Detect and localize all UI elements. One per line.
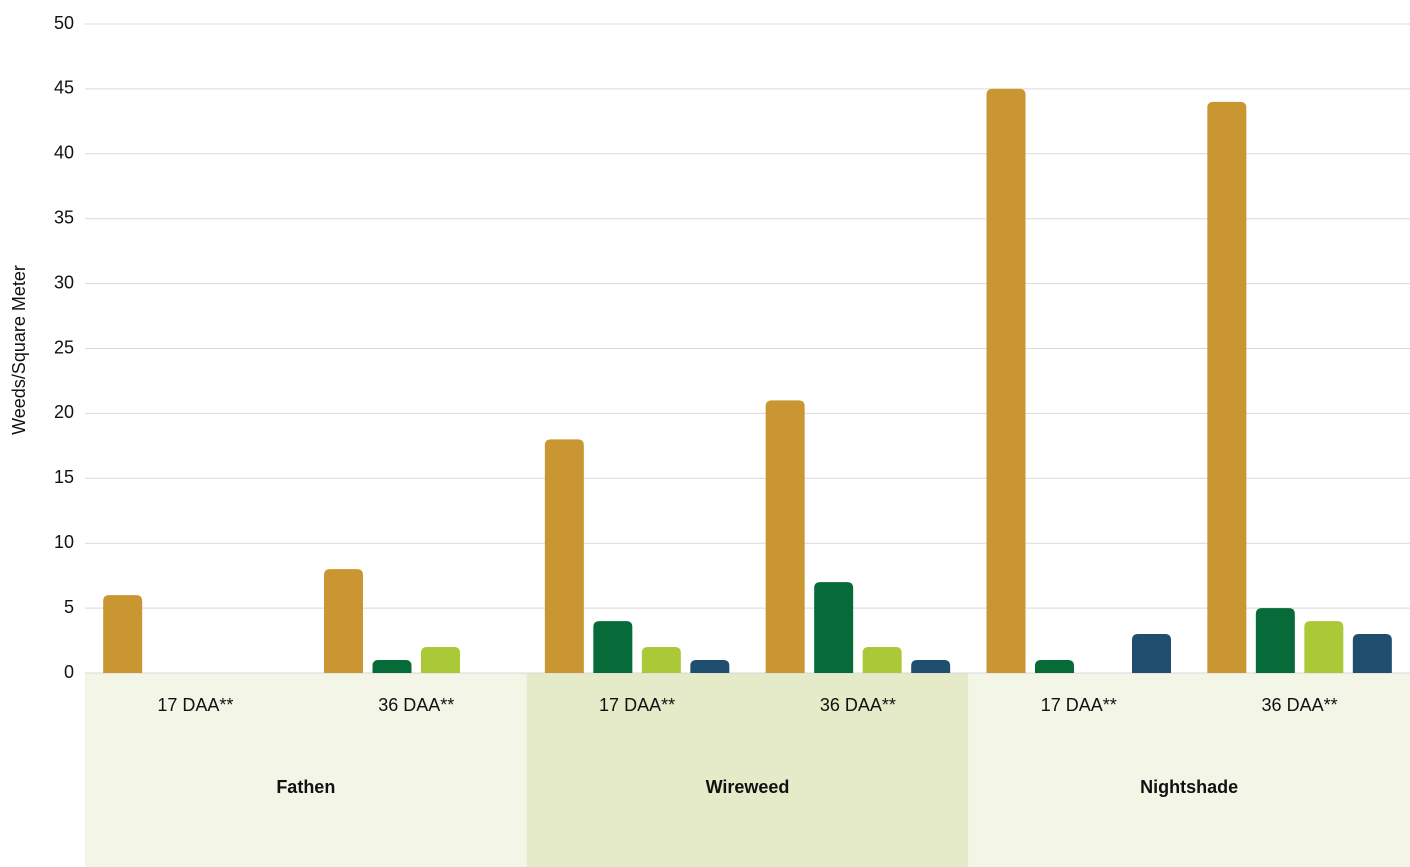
x-tick-label: 36 DAA** bbox=[1262, 695, 1338, 715]
bar bbox=[1352, 634, 1392, 673]
bar bbox=[103, 595, 143, 673]
bar bbox=[372, 660, 412, 673]
y-tick-label: 10 bbox=[54, 532, 74, 552]
y-tick-label: 50 bbox=[54, 13, 74, 33]
y-tick-label: 30 bbox=[54, 272, 74, 292]
x-tick-label: 36 DAA** bbox=[378, 695, 454, 715]
bar bbox=[814, 582, 854, 673]
y-tick-label: 25 bbox=[54, 337, 74, 357]
x-tick-label: 36 DAA** bbox=[820, 695, 896, 715]
y-tick-label: 20 bbox=[54, 402, 74, 422]
bar bbox=[1255, 608, 1295, 673]
y-tick-label: 15 bbox=[54, 467, 74, 487]
group-label: Fathen bbox=[276, 777, 335, 797]
bar bbox=[1304, 621, 1344, 673]
y-tick-label: 35 bbox=[54, 207, 74, 227]
group-band bbox=[526, 673, 969, 867]
bar bbox=[324, 569, 363, 673]
y-axis-title: Weeds/Square Meter bbox=[9, 265, 29, 435]
bar bbox=[911, 660, 951, 673]
bar bbox=[421, 647, 460, 673]
bar bbox=[641, 647, 681, 673]
bar bbox=[1207, 101, 1247, 673]
group-label: Wireweed bbox=[706, 777, 790, 797]
bar bbox=[765, 400, 805, 673]
x-tick-label: 17 DAA** bbox=[157, 695, 233, 715]
bar bbox=[986, 88, 1026, 673]
x-tick-label: 17 DAA** bbox=[1041, 695, 1117, 715]
y-tick-label: 45 bbox=[54, 78, 74, 98]
group-band bbox=[85, 673, 527, 867]
bar bbox=[544, 439, 584, 673]
group-label: Nightshade bbox=[1140, 777, 1238, 797]
bar bbox=[862, 647, 902, 673]
y-tick-label: 5 bbox=[64, 597, 74, 617]
y-tick-label: 0 bbox=[64, 662, 74, 682]
x-tick-label: 17 DAA** bbox=[599, 695, 675, 715]
bar bbox=[1132, 634, 1171, 673]
bar bbox=[593, 621, 633, 673]
bar bbox=[1035, 660, 1074, 673]
y-tick-label: 40 bbox=[54, 143, 74, 163]
group-band bbox=[968, 673, 1410, 867]
bar bbox=[690, 660, 730, 673]
